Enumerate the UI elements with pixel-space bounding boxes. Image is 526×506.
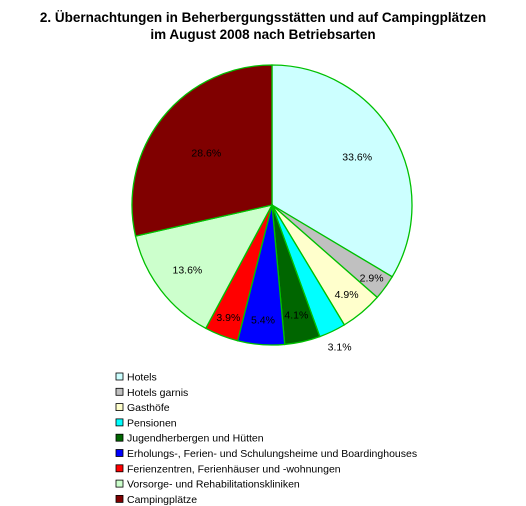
legend-swatch-hotels	[116, 373, 123, 380]
data-label-hotels: 33.6%	[342, 152, 372, 164]
data-label-ferienzentren-ferienhaeuser-und-wohnungen: 3.9%	[216, 312, 240, 324]
legend-label-vorsorge-und-rehabilitationskliniken: Vorsorge- und Rehabilitationskliniken	[127, 479, 300, 491]
legend-swatch-hotels-garnis	[116, 388, 123, 395]
data-label-hotels-garnis: 2.9%	[360, 273, 384, 285]
pie-slices	[132, 65, 412, 345]
legend-swatch-campingplaetze	[116, 495, 123, 502]
legend-label-hotels: Hotels	[127, 372, 157, 384]
legend-label-pensionen: Pensionen	[127, 417, 177, 429]
chart-title-line2: im August 2008 nach Betriebsarten	[150, 27, 375, 42]
legend-swatch-jugendherbergen-und-huetten	[116, 434, 123, 441]
data-label-pensionen: 3.1%	[328, 342, 352, 354]
legend-label-ferienzentren-ferienhaeuser-und-wohnungen: Ferienzentren, Ferienhäuser und -wohnung…	[127, 463, 341, 475]
legend-swatch-vorsorge-und-rehabilitationskliniken	[116, 480, 123, 487]
legend-label-campingplaetze: Campingplätze	[127, 494, 197, 506]
legend: Hotels Hotels garnis Gasthöfe Pensionen Juge…	[116, 372, 417, 506]
legend-label-jugendherbergen-und-huetten: Jugendherbergen und Hütten	[127, 433, 264, 445]
legend-label-gasthoefe: Gasthöfe	[127, 402, 170, 414]
legend-swatch-erholungs-ferien-und-schulungsheime-und-boardinghouses	[116, 450, 123, 457]
legend-label-hotels-garnis: Hotels garnis	[127, 387, 188, 399]
data-label-vorsorge-und-rehabilitationskliniken: 13.6%	[173, 265, 203, 277]
data-label-campingplaetze: 28.6%	[191, 148, 221, 160]
legend-swatch-pensionen	[116, 419, 123, 426]
legend-swatch-gasthoefe	[116, 404, 123, 411]
data-label-gasthoefe: 4.9%	[335, 289, 359, 301]
chart-title-line1: 2. Übernachtungen in Beherbergungsstätte…	[40, 10, 486, 25]
legend-swatch-ferienzentren-ferienhaeuser-und-wohnungen	[116, 465, 123, 472]
legend-label-erholungs-ferien-und-schulungsheime-und-boardinghouses: Erholungs-, Ferien- und Schulungsheime u…	[127, 448, 417, 460]
data-label-erholungs-ferien-und-schulungsheime-und-boardinghouses: 5.4%	[251, 314, 275, 326]
data-label-jugendherbergen-und-huetten: 4.1%	[284, 309, 308, 321]
